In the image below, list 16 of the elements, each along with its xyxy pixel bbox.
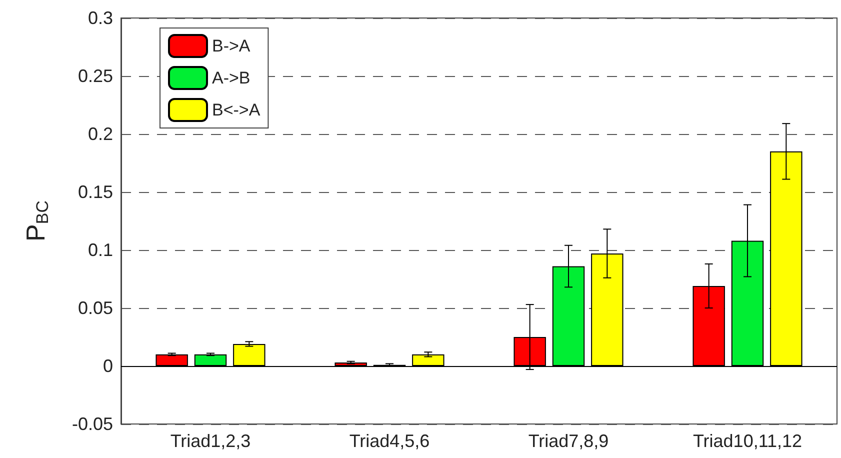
y-axis-title: PBC [20,200,52,242]
x-tick-label: Triad7,8,9 [528,431,609,451]
x-tick-label: Triad1,2,3 [170,431,251,451]
x-tick-label: Triad10,11,12 [692,431,802,451]
y-tick-label: -0.05 [72,414,113,434]
legend-label: A->B [212,68,250,88]
y-tick-label: 0.3 [88,8,113,28]
y-tick-label: 0.2 [88,124,113,144]
y-tick-label: 0.15 [78,182,113,202]
y-tick-label: 0.05 [78,298,113,318]
legend-label: B<->A [212,100,261,120]
y-tick-label: 0 [102,356,113,376]
x-tick-label: Triad4,5,6 [349,431,430,451]
legend-label: B->A [212,36,251,56]
y-tick-label: 0.1 [88,240,113,260]
y-tick-label: 0.25 [78,66,113,86]
